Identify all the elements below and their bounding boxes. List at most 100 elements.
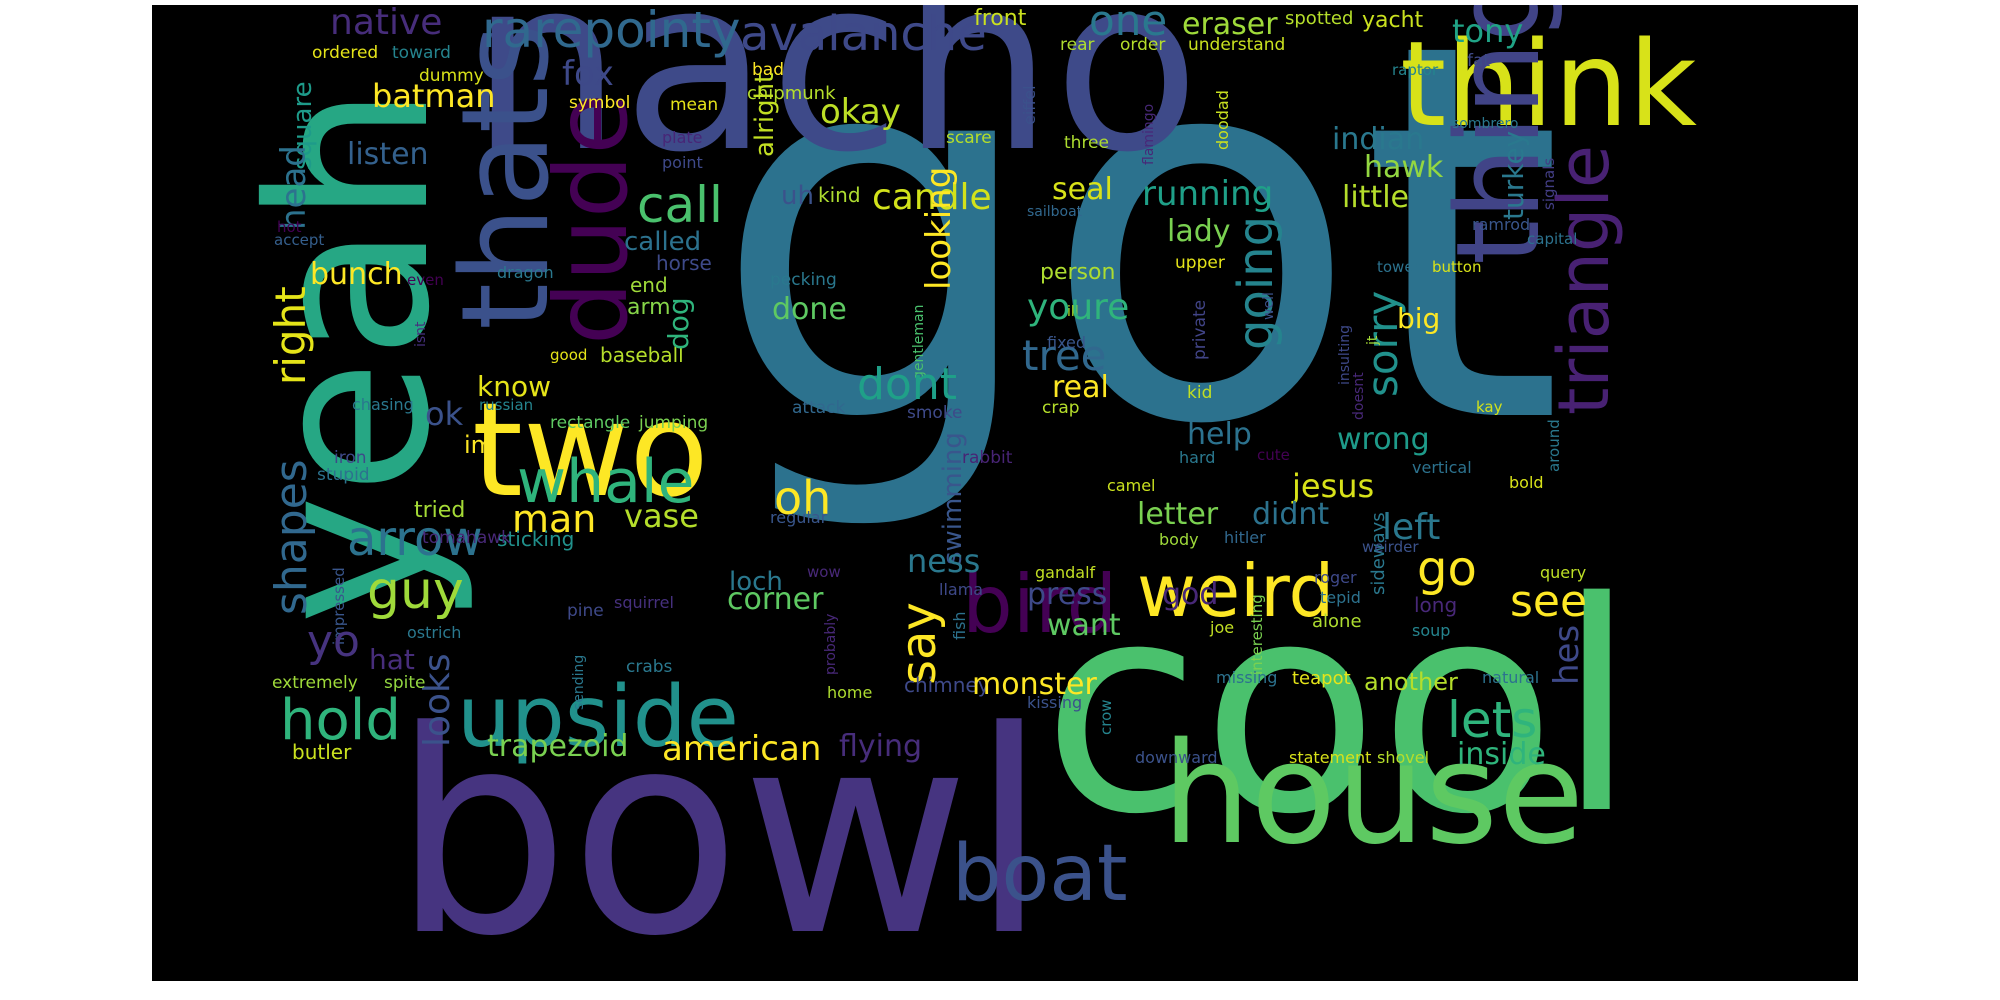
word-monster: monster bbox=[972, 667, 1097, 702]
word-cloud: got nacho yeah cool bowl thats dude thin… bbox=[152, 5, 1858, 981]
word-button: button bbox=[1432, 258, 1482, 276]
word-yo: yo bbox=[307, 616, 360, 667]
word-tony: tony bbox=[1452, 12, 1524, 50]
word-eraser: eraser bbox=[1182, 7, 1278, 42]
word-think: think bbox=[1400, 15, 1697, 153]
word-fish: fish bbox=[950, 611, 969, 640]
word-boat: boat bbox=[952, 829, 1128, 919]
word-done: done bbox=[772, 292, 847, 327]
word-body: body bbox=[1159, 530, 1199, 549]
word-okay: okay bbox=[820, 92, 901, 132]
word-running: running bbox=[1142, 174, 1274, 214]
word-horse: horse bbox=[656, 251, 712, 275]
word-right: right bbox=[266, 286, 315, 385]
word-real: real bbox=[1052, 370, 1109, 405]
word-camel: camel bbox=[1107, 476, 1156, 495]
word-butler: butler bbox=[292, 740, 352, 764]
word-help: help bbox=[1187, 417, 1252, 452]
word-query: query bbox=[1540, 563, 1587, 582]
word-home: home bbox=[827, 683, 873, 702]
word-regular: regular bbox=[770, 508, 828, 527]
word-yacht: yacht bbox=[1362, 8, 1424, 33]
word-ok: ok bbox=[425, 395, 464, 433]
word-kissing: kissing bbox=[1027, 693, 1083, 712]
word-jesus: jesus bbox=[1292, 467, 1375, 505]
word-chasing: chasing bbox=[352, 395, 414, 414]
word-guy: guy bbox=[367, 561, 464, 621]
word-man: man bbox=[512, 497, 597, 541]
word-go: go bbox=[1417, 541, 1477, 597]
word-shovel: shovel bbox=[1377, 748, 1430, 767]
word-flying: flying bbox=[839, 729, 923, 764]
word-capital: capital bbox=[1527, 230, 1578, 248]
word-order: order bbox=[1120, 35, 1166, 55]
word-left: left bbox=[1382, 507, 1441, 548]
word-call: call bbox=[637, 176, 723, 234]
word-got: got bbox=[712, 5, 1565, 538]
word-natural: natural bbox=[1482, 668, 1540, 687]
word-arrow: arrow bbox=[347, 511, 483, 567]
word-fox: fox bbox=[562, 54, 614, 94]
word-three: three bbox=[1064, 133, 1109, 153]
word-dont: dont bbox=[857, 359, 957, 410]
word-statement: statement bbox=[1289, 748, 1372, 767]
word-probably: probably bbox=[823, 613, 839, 675]
word-crabs: crabs bbox=[626, 657, 673, 677]
word-scare: scare bbox=[946, 128, 992, 148]
word-going: going bbox=[1228, 215, 1284, 350]
word-uh: uh bbox=[781, 181, 814, 211]
word-lets: lets bbox=[1447, 691, 1538, 749]
word-press: press bbox=[1027, 577, 1108, 612]
word-crap: crap bbox=[1042, 398, 1080, 418]
word-chipmunk: chipmunk bbox=[747, 83, 836, 104]
word-downward: downward bbox=[1135, 748, 1218, 767]
word-alright: alright bbox=[750, 72, 780, 157]
word-bunch: bunch bbox=[310, 257, 403, 292]
word-toward: toward bbox=[392, 43, 451, 63]
word-roger: roger bbox=[1314, 568, 1357, 587]
word-ness: ness bbox=[907, 542, 981, 580]
word-front: front bbox=[974, 6, 1027, 31]
word-kid: kid bbox=[1187, 383, 1213, 403]
word-rectangle: rectangle bbox=[550, 413, 631, 433]
word-whale: whale bbox=[517, 447, 695, 517]
word-bold: bold bbox=[1509, 473, 1544, 492]
word-rabbit: rabbit bbox=[962, 448, 1013, 468]
word-squirrel: squirrel bbox=[614, 593, 674, 612]
word-eiffel: eiffel bbox=[1020, 85, 1039, 125]
word-tried: tried bbox=[414, 498, 466, 523]
word-looks: looks bbox=[417, 653, 458, 747]
word-sombrero: sombrero bbox=[1452, 116, 1519, 132]
word-looking: looking bbox=[919, 166, 959, 290]
word-hitler: hitler bbox=[1224, 528, 1266, 547]
word-corner: corner bbox=[727, 582, 824, 617]
word-kay: kay bbox=[1476, 398, 1503, 416]
word-signals: signals bbox=[1540, 157, 1558, 210]
word-tower: tower bbox=[1377, 258, 1420, 276]
word-end: end bbox=[630, 273, 668, 297]
word-well: well bbox=[1261, 292, 1277, 320]
word-interesting: interesting bbox=[1248, 594, 1266, 675]
word-native: native bbox=[330, 5, 443, 43]
word-listen: listen bbox=[347, 137, 429, 172]
word-tree: tree bbox=[1022, 331, 1107, 380]
word-kind: kind bbox=[818, 183, 861, 207]
word-attack: attack bbox=[792, 398, 846, 418]
word-chimney: chimney bbox=[904, 673, 990, 697]
word-im: im bbox=[464, 431, 495, 459]
word-ordered: ordered bbox=[312, 43, 379, 63]
word-american: american bbox=[662, 729, 822, 769]
word-good: good bbox=[550, 346, 588, 364]
word-pecking: pecking bbox=[770, 270, 837, 290]
word-missing: missing bbox=[1216, 668, 1278, 687]
word-little: little bbox=[1342, 180, 1409, 215]
word-doesnt: doesnt bbox=[1351, 372, 1367, 420]
word-rear: rear bbox=[1060, 35, 1095, 55]
word-hard: hard bbox=[1179, 448, 1216, 467]
word-dummy: dummy bbox=[419, 66, 484, 86]
word-around: around bbox=[1545, 419, 1563, 472]
word-lady: lady bbox=[1167, 214, 1231, 249]
word-raptor: raptor bbox=[1392, 61, 1439, 79]
word-teapot: teapot bbox=[1292, 668, 1351, 689]
word-accept: accept bbox=[274, 231, 325, 249]
